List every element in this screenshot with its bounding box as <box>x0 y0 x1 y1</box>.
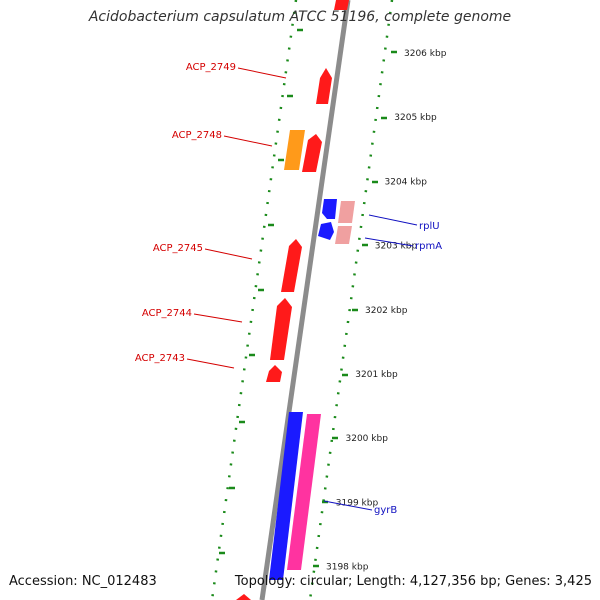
outer-tick-track <box>210 0 298 600</box>
gene-label-ACP_2748[interactable]: ACP_2748 <box>172 130 222 141</box>
gene-label-gyrB[interactable]: gyrB <box>374 505 397 516</box>
gene-ACP_2749-arrow[interactable] <box>316 68 332 104</box>
gene-ACP_2748-orange[interactable] <box>284 130 305 170</box>
inner-major-ticks <box>313 50 397 568</box>
gene-rpmA-salmon[interactable] <box>335 226 352 244</box>
gene-gyrB-blue[interactable] <box>269 412 303 580</box>
genome-summary-text: Topology: circular; Length: 4,127,356 bp… <box>234 574 592 589</box>
genome-backbone <box>259 0 351 600</box>
map-title: Acidobacterium capsulatum ATCC 51196, co… <box>88 9 512 25</box>
scale-label-3205: 3205 kbp <box>394 113 437 123</box>
gene-ACP_2744-arrow[interactable] <box>270 298 292 360</box>
gene-ACP_2745-arrow[interactable] <box>281 239 302 292</box>
scale-label-3199: 3199 kbp <box>336 498 379 508</box>
gene-gyrB-pink[interactable] <box>287 414 321 570</box>
inner-tick-track <box>308 0 394 600</box>
scale-label-3200: 3200 kbp <box>346 434 389 444</box>
gene-rplU-blue[interactable] <box>322 199 337 219</box>
gene-ACP_2743-arrow[interactable] <box>266 365 282 382</box>
scale-label-3203: 3203 kbp <box>375 242 418 252</box>
gene-label-rplU[interactable]: rplU <box>419 221 440 232</box>
gene-bottom-fragment[interactable] <box>236 594 251 600</box>
left-leader-lines <box>186 67 287 369</box>
gene-rplU-salmon[interactable] <box>338 201 355 223</box>
accession-text: Accession: NC_012483 <box>9 574 157 589</box>
gene-label-ACP_2745[interactable]: ACP_2745 <box>153 243 203 254</box>
outer-major-ticks <box>219 28 303 555</box>
gene-top-fragment[interactable] <box>334 0 349 10</box>
scale-label-3206: 3206 kbp <box>404 49 447 59</box>
gene-label-ACP_2744[interactable]: ACP_2744 <box>142 308 192 319</box>
right-leader-lines <box>323 214 418 511</box>
gene-label-ACP_2749[interactable]: ACP_2749 <box>186 62 236 73</box>
scale-label-3201: 3201 kbp <box>355 370 398 380</box>
gene-label-ACP_2743[interactable]: ACP_2743 <box>135 353 185 364</box>
gene-label-rpmA[interactable]: rpmA <box>415 241 442 252</box>
gene-rpmA-blue[interactable] <box>318 222 334 240</box>
gene-ACP_2748-arrow[interactable] <box>302 134 322 172</box>
scale-label-3202: 3202 kbp <box>365 306 408 316</box>
scale-label-3204: 3204 kbp <box>385 177 428 187</box>
scale-label-3198: 3198 kbp <box>326 563 369 573</box>
